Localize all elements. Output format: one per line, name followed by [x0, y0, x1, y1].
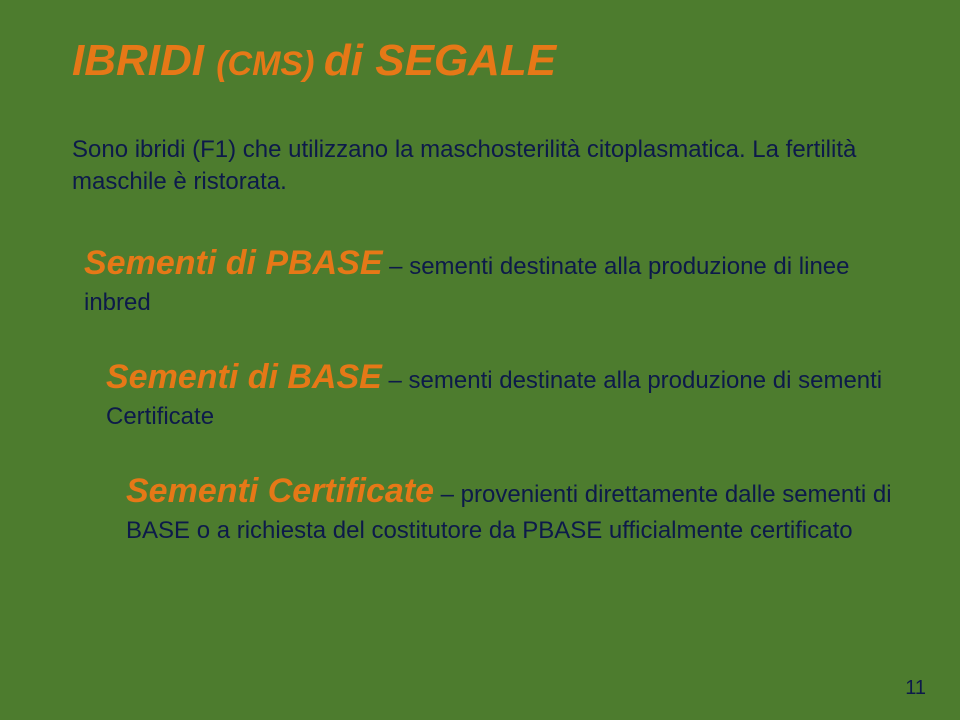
title-part2: di SEGALE: [324, 36, 556, 85]
slide-title: IBRIDI (CMS) di SEGALE: [72, 36, 904, 86]
slide: IBRIDI (CMS) di SEGALE Sono ibridi (F1) …: [0, 0, 960, 720]
title-cms: (CMS): [216, 45, 324, 83]
entry-pbase: Sementi di PBASE – sementi destinate all…: [72, 241, 904, 319]
entry-certificate: Sementi Certificate – provenienti dirett…: [72, 469, 904, 547]
heading-certificate: Sementi Certificate: [126, 472, 434, 510]
heading-base: Sementi di BASE: [106, 358, 382, 396]
entry-base: Sementi di BASE – sementi destinate alla…: [72, 355, 904, 433]
intro-text: Sono ibridi (F1) che utilizzano la masch…: [72, 134, 904, 199]
page-number: 11: [905, 677, 926, 700]
heading-pbase: Sementi di PBASE: [84, 244, 383, 282]
title-part1: IBRIDI: [72, 36, 216, 85]
